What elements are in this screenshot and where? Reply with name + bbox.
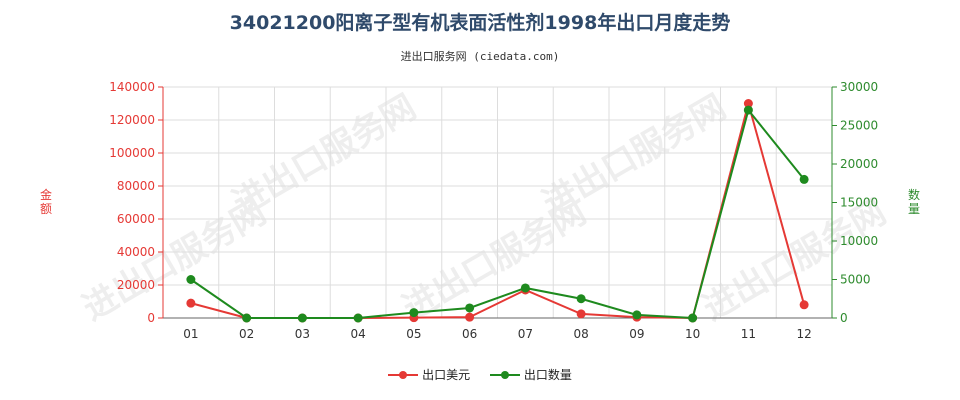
left-tick-label: 80000: [117, 179, 155, 193]
data-point-qty: [465, 303, 475, 313]
legend-item-qty: 出口数量: [489, 366, 572, 383]
x-tick-label: 08: [573, 327, 588, 341]
left-tick-label: 20000: [117, 278, 155, 292]
series-line-qty: [190, 107, 805, 320]
data-point-usd: [465, 312, 475, 322]
left-tick-label: 40000: [117, 245, 155, 259]
chart-title: 34021200阳离子型有机表面活性剂1998年出口月度走势: [229, 12, 731, 34]
watermark-text: 进出口服务网: [76, 192, 273, 329]
x-tick-label: 10: [685, 327, 700, 341]
data-point-qty: [409, 308, 419, 318]
x-tick-label: 01: [183, 327, 198, 341]
data-point-qty: [576, 294, 586, 304]
data-point-qty: [242, 313, 252, 323]
x-tick-label: 03: [295, 327, 310, 341]
data-point-usd: [743, 99, 753, 108]
chart-subtitle: 进出口服务网 (ciedata.com): [400, 50, 560, 63]
data-point-qty: [297, 313, 307, 323]
x-tick-label: 09: [629, 327, 644, 341]
watermark-text: 进出口服务网: [696, 192, 893, 329]
legend-item-usd: 出口美元: [388, 366, 470, 383]
left-axis-label: 金额: [39, 188, 52, 216]
data-point-usd: [799, 300, 809, 310]
right-tick-label: 10000: [840, 234, 878, 248]
data-point-qty: [688, 313, 698, 323]
x-tick-label: 04: [350, 327, 365, 341]
left-tick-label: 100000: [109, 146, 155, 160]
x-tick-label: 11: [741, 327, 756, 341]
legend: 出口美元 出口数量: [0, 366, 960, 383]
data-point-qty: [186, 275, 196, 284]
right-tick-label: 25000: [840, 119, 878, 133]
right-tick-label: 20000: [840, 157, 878, 171]
x-tick-label: 06: [462, 327, 477, 341]
right-tick-label: 5000: [840, 273, 871, 287]
data-point-qty: [799, 174, 809, 184]
data-point-qty: [632, 310, 642, 320]
right-tick-label: 30000: [840, 80, 878, 94]
data-point-usd: [576, 309, 586, 319]
x-tick-label: 02: [239, 327, 254, 341]
watermark-text: 进出口服务网: [396, 192, 593, 329]
legend-swatch-qty: [489, 370, 520, 380]
data-point-qty: [353, 313, 363, 323]
left-tick-label: 140000: [109, 80, 155, 94]
left-tick-label: 120000: [109, 113, 155, 127]
right-axis-label: 数量: [907, 188, 920, 216]
left-tick-label: 0: [147, 311, 155, 325]
legend-swatch-usd: [388, 370, 419, 380]
x-tick-label: 12: [796, 327, 811, 341]
right-tick-label: 0: [840, 311, 848, 325]
x-tick-label: 07: [518, 327, 533, 341]
left-tick-label: 60000: [117, 212, 155, 226]
legend-label-usd: 出口美元: [422, 368, 471, 382]
data-point-qty: [743, 105, 753, 115]
data-point-usd: [186, 298, 196, 308]
x-tick-label: 05: [406, 327, 421, 341]
right-tick-label: 15000: [840, 196, 878, 210]
data-point-qty: [520, 283, 530, 293]
legend-label-qty: 出口数量: [523, 368, 572, 382]
